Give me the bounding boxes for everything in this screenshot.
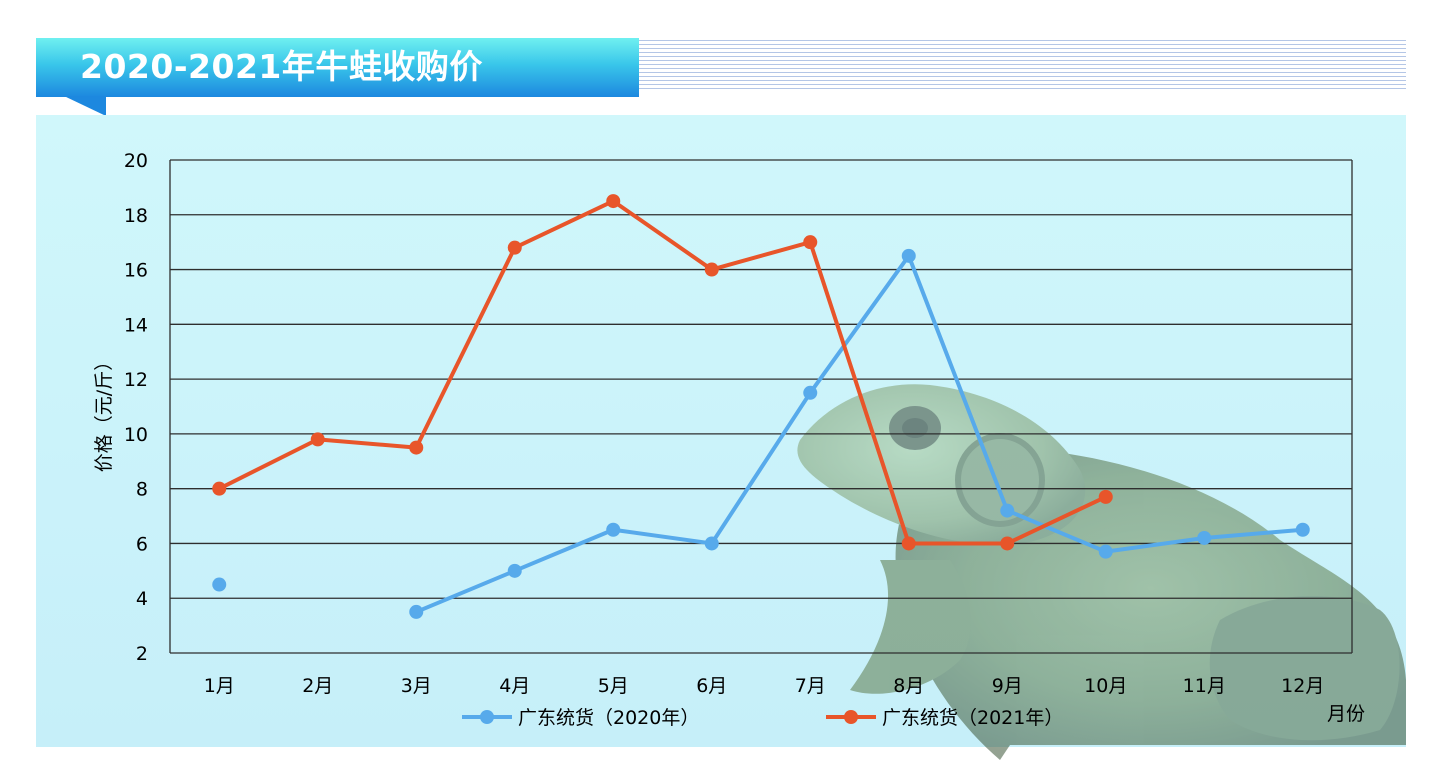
x-tick-label: 2月 xyxy=(302,675,333,697)
x-axis-label: 月份 xyxy=(1327,703,1365,725)
legend-marker xyxy=(480,710,494,724)
data-point xyxy=(704,262,719,277)
data-point xyxy=(1098,489,1113,504)
data-point xyxy=(704,536,719,551)
data-point xyxy=(1295,522,1310,537)
data-point xyxy=(901,248,916,263)
y-tick-label: 4 xyxy=(136,588,148,610)
data-point xyxy=(507,240,522,255)
data-point xyxy=(1000,503,1015,518)
series-line xyxy=(218,199,1107,546)
y-tick-label: 16 xyxy=(124,260,148,282)
x-tick-label: 10月 xyxy=(1084,675,1127,697)
data-point xyxy=(212,577,227,592)
x-tick-label: 9月 xyxy=(992,675,1023,697)
data-point xyxy=(901,536,916,551)
y-tick-label: 2 xyxy=(136,643,148,665)
legend: 广东统货（2020年） 广东统货（2021年） xyxy=(462,707,1063,729)
x-tick-label: 11月 xyxy=(1183,675,1226,697)
data-point xyxy=(1098,544,1113,559)
data-point xyxy=(507,563,522,578)
x-tick-label: 1月 xyxy=(204,675,235,697)
x-tick-label: 8月 xyxy=(893,675,924,697)
y-tick-label: 8 xyxy=(136,479,148,501)
x-tick-label: 7月 xyxy=(795,675,826,697)
legend-label: 广东统货（2020年） xyxy=(518,707,699,729)
data-point xyxy=(803,235,818,250)
x-tick-labels: 1月 2月 3月 4月 5月 6月 7月 8月 9月 10月 11月 12月 xyxy=(204,675,1325,697)
x-tick-label: 12月 xyxy=(1281,675,1324,697)
header-stripes xyxy=(639,40,1406,92)
y-tick-label: 18 xyxy=(124,205,148,227)
series-line xyxy=(415,253,1303,614)
y-tick-label: 12 xyxy=(124,369,148,391)
data-series xyxy=(212,194,1310,619)
series-1 xyxy=(212,248,1310,619)
legend-label: 广东统货（2021年） xyxy=(882,707,1063,729)
title-banner xyxy=(36,38,639,97)
y-axis-label: 价格（元/斤） xyxy=(93,352,115,472)
y-tick-label: 10 xyxy=(124,424,148,446)
data-point xyxy=(310,432,325,447)
data-point xyxy=(1197,530,1212,545)
y-tick-label: 20 xyxy=(124,150,148,172)
data-point xyxy=(606,194,621,209)
data-point xyxy=(409,604,424,619)
data-point xyxy=(803,385,818,400)
series-2 xyxy=(212,194,1113,551)
y-tick-label: 6 xyxy=(136,533,148,555)
x-tick-label: 3月 xyxy=(401,675,432,697)
data-point xyxy=(409,440,424,455)
data-point xyxy=(1000,536,1015,551)
frog-illustration xyxy=(797,384,1406,760)
data-point xyxy=(606,522,621,537)
y-tick-labels: 2 4 6 8 10 12 14 16 18 20 xyxy=(124,150,148,665)
data-point xyxy=(212,481,227,496)
x-tick-label: 6月 xyxy=(696,675,727,697)
title-banner-tail xyxy=(64,96,106,116)
y-tick-label: 14 xyxy=(124,314,148,336)
legend-marker xyxy=(844,710,858,724)
x-tick-label: 5月 xyxy=(598,675,629,697)
x-tick-label: 4月 xyxy=(499,675,530,697)
chart-title: 2020-2021年牛蛙收购价 xyxy=(80,47,483,86)
